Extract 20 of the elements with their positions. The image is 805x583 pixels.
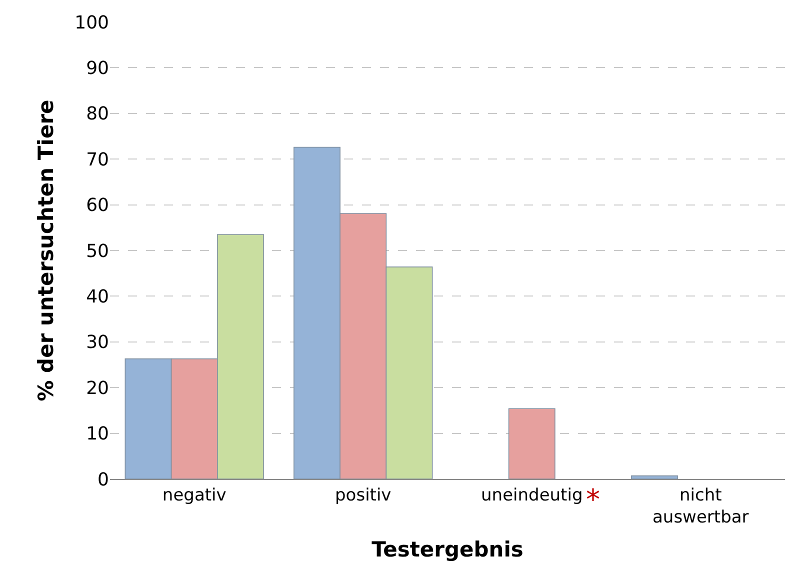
x-tick-label: negativ — [162, 485, 226, 506]
y-tick-label: 30 — [86, 332, 109, 354]
y-tick-label: 40 — [86, 286, 109, 308]
x-axis-title: Testergebnis — [372, 538, 524, 562]
y-tick-label: 90 — [86, 58, 109, 79]
text: * — [586, 483, 600, 516]
y-tick-label: 70 — [86, 149, 109, 170]
bar — [508, 408, 556, 479]
x-tick-label: positiv — [335, 485, 392, 506]
y-tick-label: 60 — [86, 195, 109, 216]
x-tick-label: uneindeutig — [481, 485, 583, 506]
y-tick-label: 0 — [98, 469, 109, 490]
y-tick-label: 80 — [86, 104, 109, 125]
y-tick-label: 10 — [86, 424, 109, 445]
y-tick-label: 50 — [86, 240, 109, 262]
bar — [631, 475, 678, 479]
y-tick-label: 100 — [74, 12, 109, 34]
y-axis-title: % der untersuchten Tiere — [34, 100, 58, 402]
y-tick-label: 20 — [86, 378, 109, 399]
x-tick-label: nicht auswertbar — [652, 485, 749, 528]
